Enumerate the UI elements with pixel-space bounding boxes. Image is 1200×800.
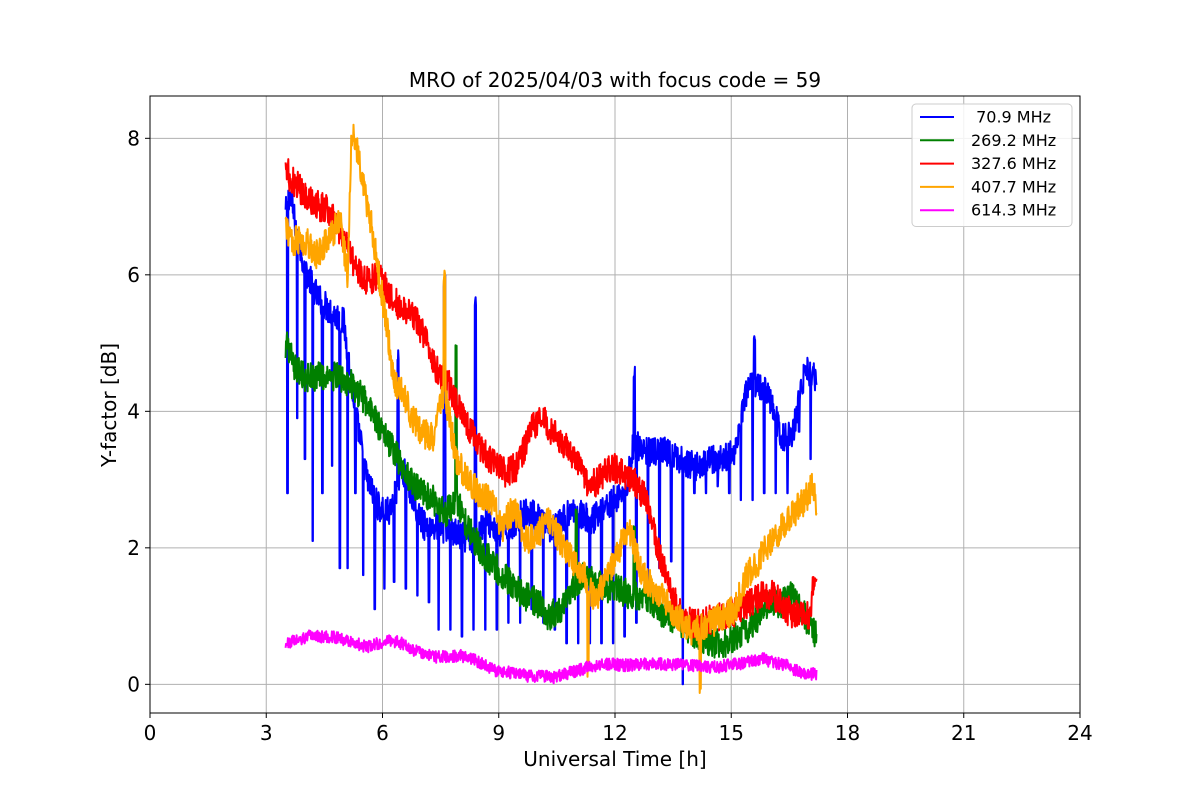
y-axis-label: Y-factor [dB] <box>97 343 121 468</box>
y-tick-label: 8 <box>127 126 140 150</box>
x-tick-label: 12 <box>602 721 627 745</box>
legend-entry: 70.9 MHz <box>971 108 1051 127</box>
x-tick-label: 6 <box>376 721 389 745</box>
legend-entry: 327.6 MHz <box>971 154 1056 173</box>
series-line-4 <box>284 629 818 685</box>
legend: 70.9 MHz 269.2 MHz 327.6 MHz 407.7 MHz 614.3… <box>911 103 1073 227</box>
x-axis-label: Universal Time [h] <box>523 747 706 771</box>
series-line-1 <box>284 331 818 659</box>
y-tick-label: 0 <box>127 672 140 696</box>
series-line-3 <box>284 123 818 694</box>
x-tick-label: 15 <box>719 721 744 745</box>
x-tick-label: 9 <box>492 721 505 745</box>
x-tick-label: 0 <box>144 721 157 745</box>
x-tick-label: 3 <box>260 721 273 745</box>
legend-entry: 614.3 MHz <box>971 201 1056 220</box>
chart-title: MRO of 2025/04/03 with focus code = 59 <box>409 68 821 92</box>
y-tick-label: 6 <box>127 263 140 287</box>
series-layer <box>284 123 818 694</box>
y-tick-label: 2 <box>127 536 140 560</box>
x-tick-label: 21 <box>951 721 976 745</box>
legend-entry: 407.7 MHz <box>971 177 1056 196</box>
x-tick-label: 18 <box>835 721 860 745</box>
y-tick-label: 4 <box>127 399 140 423</box>
x-tick-label: 24 <box>1067 721 1092 745</box>
legend-entry: 269.2 MHz <box>971 131 1056 150</box>
legend-box <box>911 103 1073 227</box>
